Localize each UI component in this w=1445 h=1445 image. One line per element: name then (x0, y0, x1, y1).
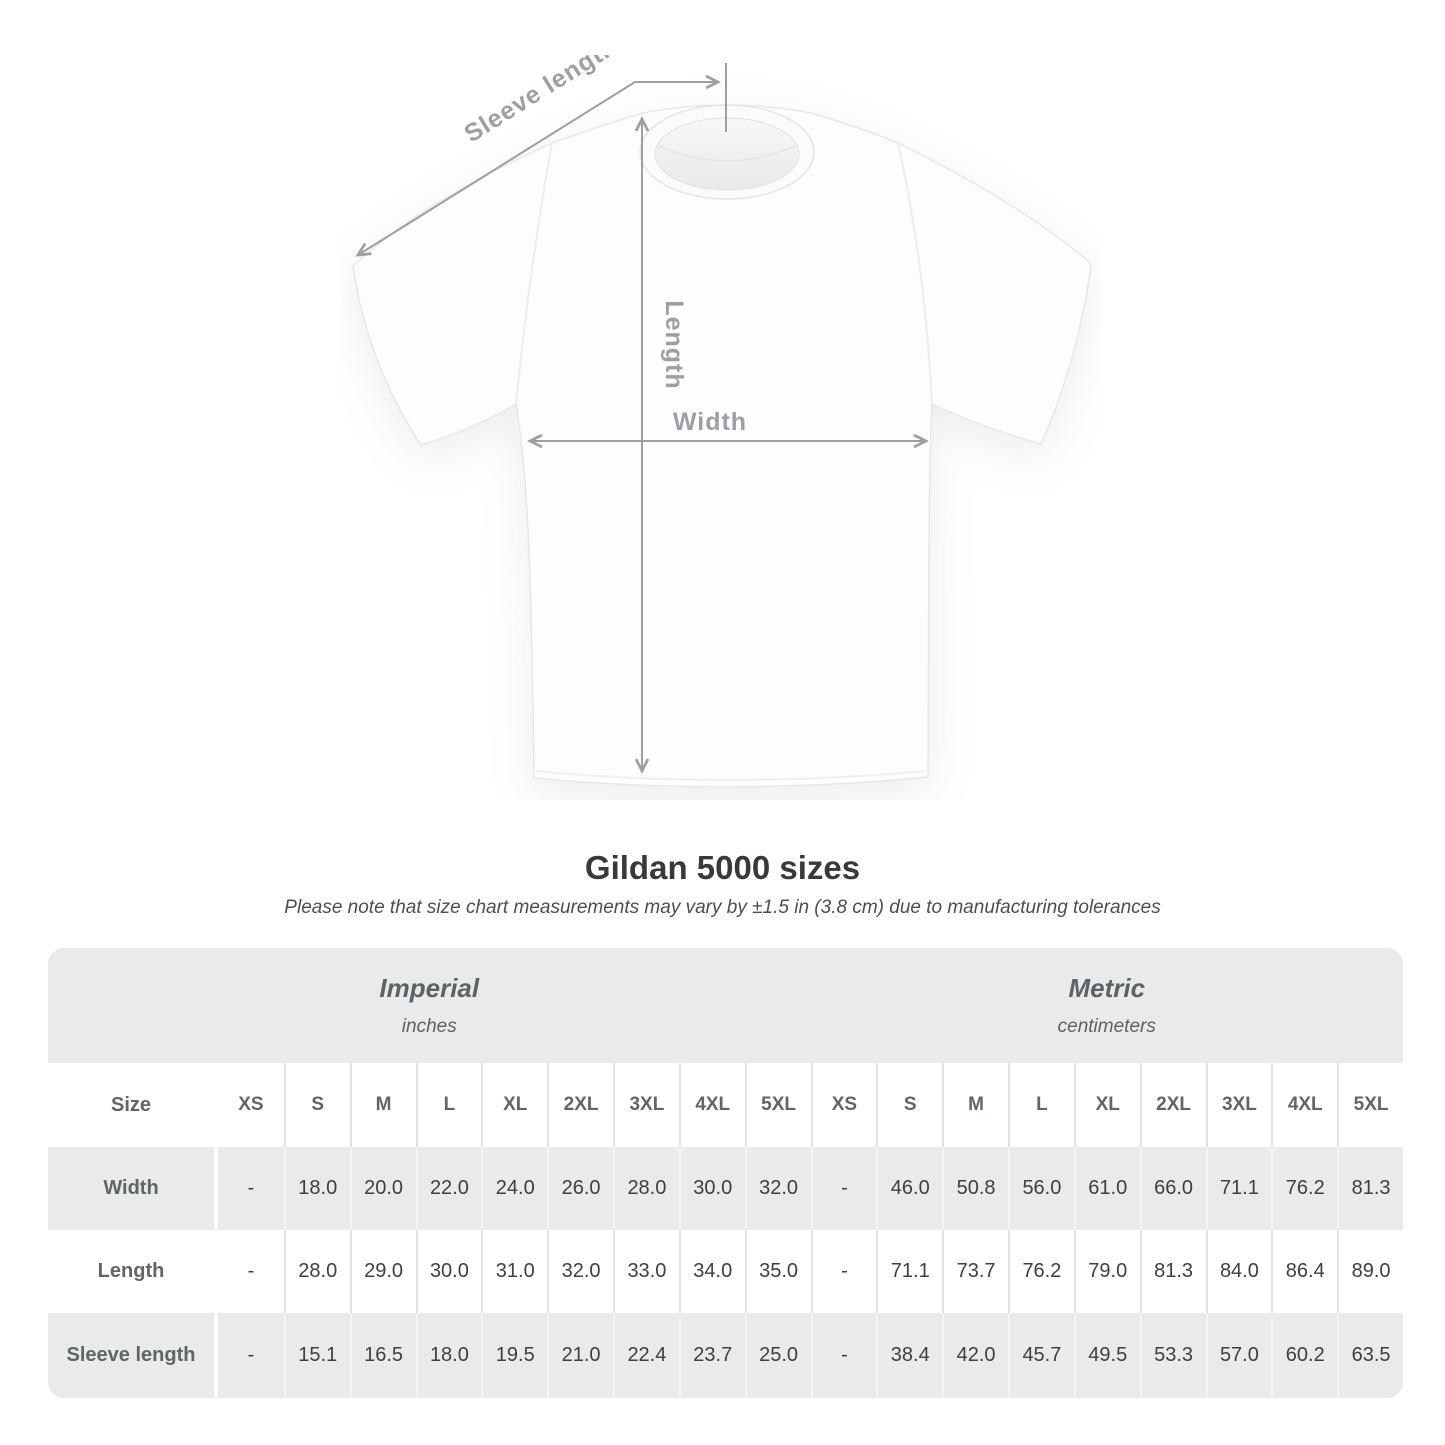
width-met-s: 46.0 (876, 1147, 943, 1230)
length-imp-s: 28.0 (283, 1230, 350, 1313)
sleeve-imp-2xl: 21.0 (547, 1313, 613, 1398)
length-label: Length (660, 300, 688, 389)
sleeve-met-s: 38.4 (876, 1313, 943, 1398)
sleeve-imp-4xl: 23.7 (678, 1313, 745, 1398)
tolerance-note: Please note that size chart measurements… (284, 897, 1161, 918)
col-header-met-s: S (876, 1063, 943, 1147)
col-header-met-xl: XL (1073, 1063, 1140, 1147)
sleeve-met-xs: - (810, 1313, 877, 1398)
sleeve-met-m: 42.0 (942, 1313, 1008, 1398)
col-header-imp-l: L (415, 1063, 482, 1147)
col-header-met-3xl: 3XL (1205, 1063, 1272, 1147)
sleeve-met-xl: 49.5 (1073, 1313, 1140, 1398)
col-header-imp-4xl: 4XL (678, 1063, 745, 1147)
sleeve-imp-3xl: 22.4 (613, 1313, 679, 1398)
sleeve-met-5xl: 63.5 (1337, 1313, 1403, 1398)
col-header-met-4xl: 4XL (1271, 1063, 1338, 1147)
size-table: Imperial inches Metric centimeters Size … (48, 948, 1403, 1398)
sleeve-imp-m: 16.5 (349, 1313, 416, 1398)
length-met-5xl: 89.0 (1337, 1230, 1403, 1313)
width-imp-4xl: 30.0 (678, 1147, 745, 1230)
width-met-l: 56.0 (1008, 1147, 1074, 1230)
sleeve-imp-xl: 19.5 (481, 1313, 548, 1398)
width-imp-3xl: 28.0 (613, 1147, 679, 1230)
width-imp-xl: 24.0 (481, 1147, 548, 1230)
col-header-imp-s: S (283, 1063, 350, 1147)
width-label: Width (673, 408, 747, 436)
sleeve-imp-5xl: 25.0 (744, 1313, 811, 1398)
length-imp-5xl: 35.0 (744, 1230, 811, 1313)
col-header-imp-m: M (349, 1063, 416, 1147)
col-header-met-m: M (942, 1063, 1008, 1147)
width-met-3xl: 71.1 (1205, 1147, 1272, 1230)
row-label-sleeve-length: Sleeve length (48, 1313, 218, 1398)
sleeve-imp-s: 15.1 (283, 1313, 350, 1398)
length-met-4xl: 86.4 (1271, 1230, 1338, 1313)
col-header-imp-3xl: 3XL (613, 1063, 679, 1147)
hem-stitch (535, 770, 927, 781)
length-met-m: 73.7 (942, 1230, 1008, 1313)
page-title: Gildan 5000 sizes (584, 849, 861, 886)
width-imp-m: 20.0 (349, 1147, 416, 1230)
length-imp-m: 29.0 (349, 1230, 416, 1313)
width-met-xl: 61.0 (1073, 1147, 1140, 1230)
length-met-xl: 79.0 (1073, 1230, 1140, 1313)
length-met-l: 76.2 (1008, 1230, 1074, 1313)
sleeve-imp-l: 18.0 (415, 1313, 482, 1398)
width-met-m: 50.8 (942, 1147, 1008, 1230)
length-imp-4xl: 34.0 (678, 1230, 745, 1313)
col-header-imp-xs: XS (218, 1063, 284, 1147)
length-met-2xl: 81.3 (1139, 1230, 1206, 1313)
col-header-met-2xl: 2XL (1139, 1063, 1206, 1147)
sleeve-met-3xl: 57.0 (1205, 1313, 1272, 1398)
length-met-3xl: 84.0 (1205, 1230, 1272, 1313)
col-header-imp-xl: XL (481, 1063, 548, 1147)
sleeve-met-l: 45.7 (1008, 1313, 1074, 1398)
tshirt-diagram: Sleeve length Length Width (352, 55, 1092, 788)
length-met-s: 71.1 (876, 1230, 943, 1313)
width-imp-xs: - (218, 1147, 284, 1230)
width-met-4xl: 76.2 (1271, 1147, 1338, 1230)
imperial-section-unit: inches (401, 1016, 457, 1037)
sleeve-length-arrow (355, 74, 722, 257)
right-sleeve-seam (897, 142, 933, 405)
width-imp-l: 22.0 (415, 1147, 482, 1230)
metric-section-unit: centimeters (1057, 1016, 1156, 1037)
col-header-imp-5xl: 5XL (744, 1063, 811, 1147)
row-label-length: Length (48, 1230, 218, 1313)
width-imp-s: 18.0 (283, 1147, 350, 1230)
col-header-met-l: L (1008, 1063, 1074, 1147)
col-header-met-xs: XS (810, 1063, 877, 1147)
width-met-xs: - (810, 1147, 877, 1230)
imperial-section-header: Imperial inches (48, 948, 811, 1063)
length-imp-2xl: 32.0 (547, 1230, 613, 1313)
imperial-section-title: Imperial (379, 973, 480, 1003)
sleeve-met-4xl: 60.2 (1271, 1313, 1338, 1398)
width-met-5xl: 81.3 (1337, 1147, 1403, 1230)
col-header-imp-2xl: 2XL (547, 1063, 613, 1147)
width-imp-2xl: 26.0 (547, 1147, 613, 1230)
sleeve-imp-xs: - (218, 1313, 284, 1398)
sleeve-met-2xl: 53.3 (1139, 1313, 1206, 1398)
tshirt-shape (352, 104, 1092, 788)
length-imp-3xl: 33.0 (613, 1230, 679, 1313)
metric-section-header: Metric centimeters (810, 948, 1403, 1063)
length-imp-xs: - (218, 1230, 284, 1313)
length-imp-l: 30.0 (415, 1230, 482, 1313)
width-met-2xl: 66.0 (1139, 1147, 1206, 1230)
size-column-header: Size (48, 1063, 218, 1147)
col-header-met-5xl: 5XL (1337, 1063, 1403, 1147)
width-imp-5xl: 32.0 (744, 1147, 811, 1230)
length-met-xs: - (810, 1230, 877, 1313)
length-imp-xl: 31.0 (481, 1230, 548, 1313)
metric-section-title: Metric (1068, 973, 1146, 1003)
row-label-width: Width (48, 1147, 218, 1230)
